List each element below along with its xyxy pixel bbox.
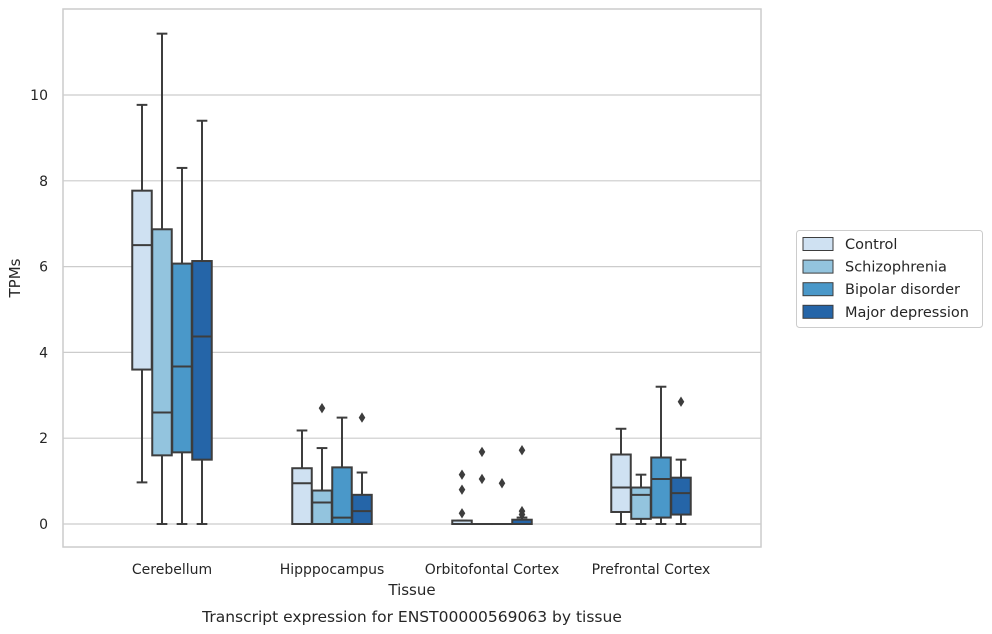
- x-tick-label-2: Orbitofontal Cortex: [425, 562, 560, 578]
- box-2-2: [491, 478, 513, 526]
- box-3-3: [670, 396, 692, 525]
- box-body: [311, 489, 333, 525]
- box-body: [131, 189, 153, 371]
- box-body: [331, 466, 353, 526]
- y-tick-label-10: 10: [30, 88, 48, 104]
- box-2-1: [471, 446, 493, 526]
- legend-item-2: Bipolar disorder: [802, 282, 960, 298]
- y-tick-label-6: 6: [39, 260, 48, 276]
- box-body: [351, 493, 373, 526]
- box-3-2: [650, 385, 672, 525]
- x-axis-label: Tissue: [387, 581, 435, 599]
- legend-swatch: [802, 304, 834, 319]
- box-body: [291, 467, 313, 526]
- box-3-0: [610, 427, 632, 525]
- box-1-2: [331, 416, 353, 526]
- legend-frame: [796, 230, 983, 328]
- y-tick-label-4: 4: [39, 345, 48, 361]
- legend-label: Schizophrenia: [845, 260, 947, 276]
- outlier-point: [458, 484, 466, 495]
- box-2-3: [511, 445, 533, 526]
- legend-label: Major depression: [845, 305, 969, 321]
- boxes: [131, 32, 692, 526]
- outlier-point: [518, 505, 526, 517]
- box-1-3: [351, 412, 373, 526]
- legend-item-0: Control: [802, 237, 897, 253]
- box-3-1: [630, 473, 652, 525]
- outlier-point: [458, 508, 466, 519]
- legend-item-3: Major depression: [802, 304, 969, 321]
- y-tick-labels: 0 2 4 6 8 10: [30, 88, 48, 533]
- outlier-point: [498, 478, 506, 489]
- y-axis-label: TPMs: [6, 258, 24, 298]
- x-tick-label-3: Prefrontal Cortex: [592, 562, 711, 578]
- y-tick-label-2: 2: [39, 431, 48, 447]
- outlier-point: [478, 473, 486, 485]
- plot-area-frame: [62, 8, 762, 548]
- box-body: [191, 260, 213, 461]
- box-1-0: [291, 429, 313, 526]
- box-0-2: [171, 166, 193, 525]
- box-body: [151, 228, 173, 457]
- outlier-point: [518, 445, 526, 456]
- x-tick-label-0: Cerebellum: [132, 562, 212, 578]
- outlier-point: [458, 469, 466, 480]
- outlier-point: [318, 402, 326, 414]
- outlier-point: [677, 396, 685, 407]
- x-tick-label-1: Hipppocampus: [280, 562, 385, 578]
- box-2-0: [451, 469, 473, 525]
- box-body: [171, 262, 193, 454]
- legend-item-1: Schizophrenia: [802, 259, 947, 276]
- legend-label: Bipolar disorder: [845, 282, 960, 298]
- box-body: [650, 456, 672, 519]
- legend-swatch: [802, 259, 834, 274]
- y-tick-label-0: 0: [39, 517, 48, 533]
- box-body: [670, 476, 692, 516]
- box-0-3: [191, 119, 213, 525]
- chart-caption: Transcript expression for ENST0000056906…: [201, 608, 622, 626]
- x-tick-labels: Cerebellum Hipppocampus Orbitofontal Corte…: [132, 562, 710, 578]
- box-0-1: [151, 32, 173, 525]
- y-tick-label-8: 8: [39, 174, 48, 190]
- outlier-point: [358, 412, 366, 423]
- box-0-0: [131, 103, 153, 484]
- outlier-point: [478, 446, 486, 458]
- box-1-1: [311, 402, 333, 525]
- box-body: [630, 486, 652, 520]
- legend: Control Schizophrenia Bipolar disorder Majo…: [796, 230, 983, 328]
- box-body: [610, 453, 632, 513]
- legend-label: Control: [845, 237, 897, 253]
- legend-swatch: [802, 237, 834, 251]
- legend-swatch: [802, 282, 834, 297]
